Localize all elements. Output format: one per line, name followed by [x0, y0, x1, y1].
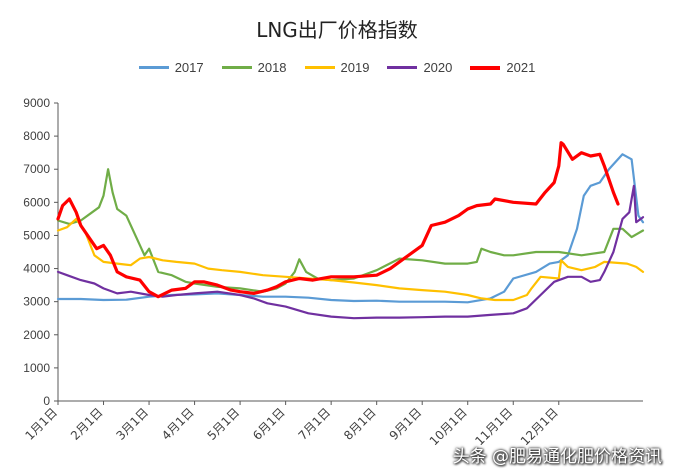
legend-label: 2021 [506, 60, 536, 75]
y-tick-label: 6000 [23, 195, 50, 209]
series-line-2018 [56, 168, 645, 293]
y-tick-label: 9000 [23, 96, 50, 110]
legend-item-2020: 2020 [387, 60, 452, 75]
legend-label: 2020 [423, 60, 453, 75]
y-tick-label: 0 [43, 394, 50, 408]
legend-item-2019: 2019 [304, 60, 370, 75]
y-tick-label: 7000 [23, 162, 50, 176]
x-tick-label: 4月1日 [159, 405, 197, 443]
x-tick-label: 3月1日 [113, 405, 151, 443]
y-tick-label: 1000 [23, 361, 50, 375]
x-tick-label: 8月1日 [341, 405, 379, 443]
x-tick-label: 7月1日 [296, 405, 334, 443]
legend-item-2021: 2021 [470, 60, 535, 75]
legend-item-2017: 2017 [138, 60, 204, 75]
legend-label: 2018 [257, 60, 287, 75]
watermark: 头条 @肥易通化肥价格资讯 [452, 447, 662, 467]
x-tick-label: 1月1日 [22, 405, 60, 443]
legend-swatch [221, 66, 252, 69]
y-tick-label: 5000 [23, 228, 50, 242]
legend-item-2018: 2018 [221, 60, 287, 75]
series-line-2019 [56, 217, 645, 302]
x-tick-label: 6月1日 [250, 405, 288, 443]
legend-swatch [387, 66, 418, 69]
legend-label: 2019 [340, 60, 370, 75]
x-tick-label: 2月1日 [68, 405, 106, 443]
legend-swatch [304, 66, 335, 69]
series-line-2020 [56, 184, 645, 320]
y-tick-label: 2000 [23, 328, 50, 342]
x-tick-label: 9月1日 [387, 405, 425, 443]
y-tick-label: 8000 [23, 129, 50, 143]
y-tick-label: 4000 [23, 262, 50, 276]
y-tick-label: 3000 [23, 295, 50, 309]
legend-swatch [138, 66, 169, 69]
legend-label: 2017 [174, 60, 204, 75]
series-line-2021 [56, 141, 620, 299]
x-tick-label: 5月1日 [205, 405, 243, 443]
legend-swatch [470, 65, 501, 70]
chart-title: LNG出厂价格指数 [256, 18, 418, 42]
legend: 2017 2018 2019 2020 2021 [0, 60, 674, 75]
